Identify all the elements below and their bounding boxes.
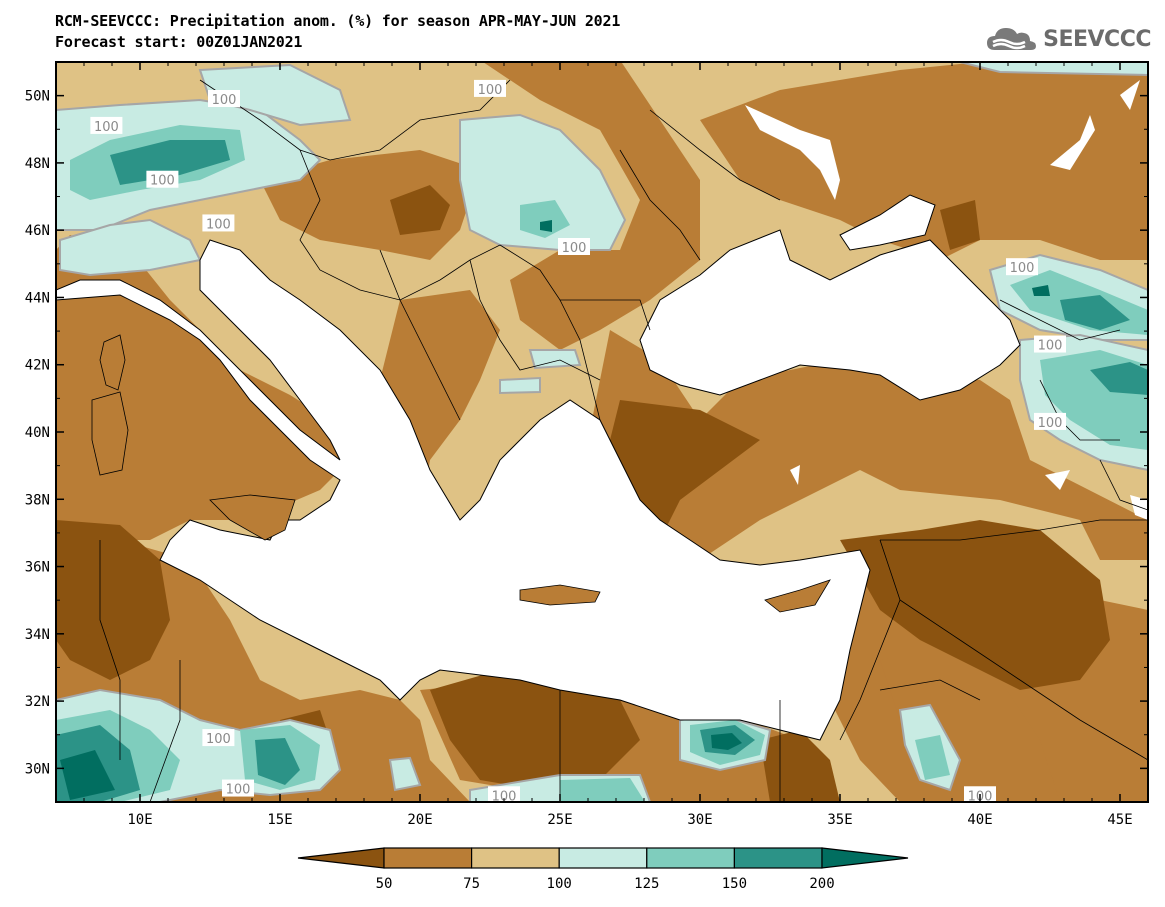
contour-label: 100 xyxy=(1010,261,1035,276)
seevccc-logo: SEEVCCC xyxy=(985,24,1151,54)
contour-label: 100 xyxy=(478,83,503,98)
colorbar-segment xyxy=(733,847,823,869)
contour-label-box xyxy=(1034,335,1066,353)
contour-label-box xyxy=(146,170,179,188)
contour-label-box xyxy=(90,116,123,134)
contour-label-box xyxy=(558,238,590,255)
colorbar-segment xyxy=(558,847,648,869)
islands xyxy=(91,334,831,613)
contour-label-box xyxy=(488,786,520,802)
contour-label-box xyxy=(222,779,254,797)
x-tick-label: 15E xyxy=(267,812,292,828)
longitude-axis: 10E 15E 20E 25E 30E 35E 40E 45E xyxy=(83,62,1149,828)
contour-label-box xyxy=(1006,258,1038,276)
colorbar-label: 50 xyxy=(376,876,393,892)
sea-mask xyxy=(56,194,1021,741)
cyprus xyxy=(764,579,831,613)
colorbar-segment xyxy=(821,847,909,869)
y-tick-label: 50N xyxy=(25,89,50,105)
y-tick-label: 48N xyxy=(25,156,50,172)
contour-label: 100 xyxy=(226,783,251,798)
colorbar-segment xyxy=(471,847,560,869)
contour-label: 100 xyxy=(150,174,175,189)
cloud-logo-icon xyxy=(987,28,1037,50)
contour-label-box xyxy=(474,79,506,97)
x-tick-label: 35E xyxy=(827,812,852,828)
colorbar-segment xyxy=(383,847,473,869)
x-tick-label: 30E xyxy=(687,812,712,828)
contour-label: 100 xyxy=(94,120,119,135)
x-tick-label: 45E xyxy=(1107,812,1132,828)
contour-label: 100 xyxy=(206,217,231,232)
x-tick-label: 20E xyxy=(407,812,432,828)
contour-label: 100 xyxy=(212,93,237,108)
country-borders xyxy=(99,79,1148,802)
contour-label-box xyxy=(208,90,240,107)
mediterranean-sea xyxy=(56,239,871,741)
colorbar-label: 75 xyxy=(463,876,480,892)
sardinia xyxy=(91,391,129,476)
black-sea xyxy=(639,229,1021,401)
logo-text: SEEVCCC xyxy=(1043,26,1151,52)
crete xyxy=(519,584,601,606)
inland-water xyxy=(745,80,1148,520)
contour-label: 100 xyxy=(492,789,517,804)
x-tick-label: 40E xyxy=(967,812,992,828)
forecast-start-label: Forecast start: 00Z01JAN2021 xyxy=(55,33,303,51)
y-tick-label: 38N xyxy=(25,492,50,508)
colorbar-label: 200 xyxy=(809,876,834,892)
y-tick-label: 34N xyxy=(25,627,50,643)
contour-label: 100 xyxy=(1038,416,1063,431)
latitude-axis: 50N 48N 46N 44N 42N 40N 38N 36N 34N 32N 30N xyxy=(25,61,1148,803)
x-tick-label: 25E xyxy=(547,812,572,828)
colorbar-label: 150 xyxy=(722,876,747,892)
y-tick-label: 44N xyxy=(25,290,50,306)
y-tick-label: 32N xyxy=(25,694,50,710)
x-tick-label: 10E xyxy=(127,812,152,828)
contour-label: 100 xyxy=(1038,339,1063,354)
map-title: RCM-SEEVCCC: Precipitation anom. (%) for… xyxy=(55,12,621,30)
contour-label: 100 xyxy=(206,732,231,747)
contour-label-box xyxy=(202,729,235,747)
colorbar-label: 125 xyxy=(634,876,659,892)
colorbar-label: 100 xyxy=(547,876,572,892)
y-tick-label: 30N xyxy=(25,761,50,777)
contour-label-box xyxy=(202,214,235,232)
y-tick-label: 40N xyxy=(25,425,50,441)
colorbar-segment xyxy=(297,847,385,869)
contour-label: 100 xyxy=(562,241,587,256)
colorbar-segment xyxy=(646,847,735,869)
sicily xyxy=(209,494,296,541)
contour-label-box xyxy=(1034,412,1066,430)
y-tick-label: 42N xyxy=(25,358,50,374)
anomaly-above-200-areas xyxy=(60,220,1050,800)
colorbar: 50 75 100 125 150 200 xyxy=(297,847,909,892)
sea-of-azov xyxy=(839,194,936,251)
y-tick-label: 36N xyxy=(25,560,50,576)
y-tick-label: 46N xyxy=(25,223,50,239)
corsica xyxy=(99,334,126,391)
